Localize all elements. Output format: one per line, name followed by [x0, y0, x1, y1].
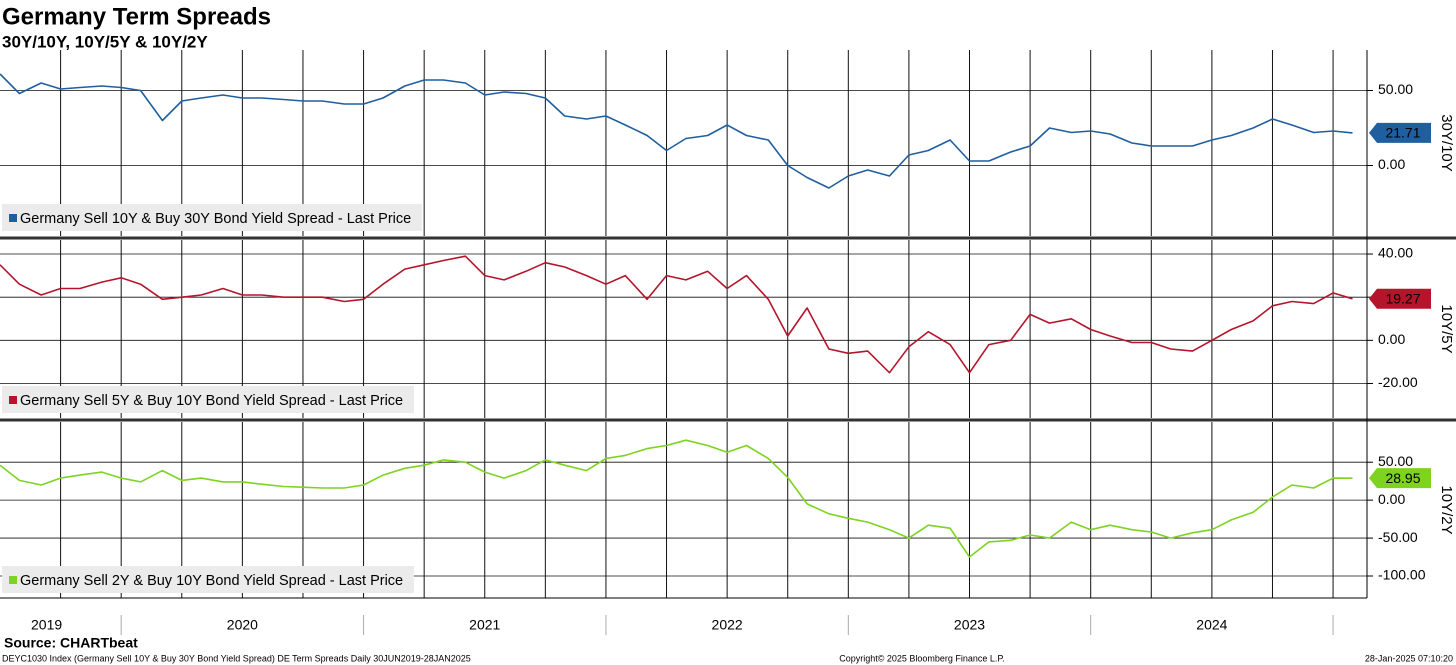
x-tick-label: 2019	[31, 617, 62, 633]
x-tick-label: 2024	[1196, 617, 1227, 633]
series-line	[0, 73, 1353, 189]
y-axis-title: 30Y/10Y	[1438, 114, 1455, 172]
legend-label: Germany Sell 10Y & Buy 30Y Bond Yield Sp…	[20, 211, 411, 227]
series-line	[0, 255, 1353, 374]
chart-subtitle: 30Y/10Y, 10Y/5Y & 10Y/2Y	[2, 32, 208, 51]
last-value-flag	[1369, 122, 1431, 143]
y-axis-title: 10Y/5Y	[1438, 304, 1455, 353]
x-tick-label: 2021	[469, 617, 500, 633]
last-value-label: 28.95	[1385, 470, 1420, 486]
legend-label: Germany Sell 5Y & Buy 10Y Bond Yield Spr…	[20, 393, 403, 409]
last-value-label: 21.71	[1385, 125, 1420, 141]
x-tick-label: 2020	[227, 617, 258, 633]
legend-background	[2, 566, 414, 593]
series-line	[0, 439, 1353, 558]
source: Source: CHARTbeat	[4, 635, 138, 651]
y-tick-label: -50.00	[1378, 529, 1418, 545]
y-axis-title: 10Y/2Y	[1438, 485, 1455, 534]
copyright: Copyright© 2025 Bloomberg Finance L.P.	[839, 653, 1005, 663]
y-tick-label: -100.00	[1378, 567, 1426, 583]
legend-background	[2, 204, 422, 231]
chart-title: Germany Term Spreads	[2, 3, 271, 30]
legend-swatch	[9, 576, 17, 584]
y-tick-label: 0.00	[1378, 156, 1405, 172]
legend-swatch	[9, 396, 17, 404]
legend-background	[2, 386, 414, 413]
y-tick-label: 50.00	[1378, 81, 1413, 97]
last-value-flag	[1369, 288, 1431, 309]
last-value-label: 19.27	[1385, 290, 1420, 306]
legend-swatch	[9, 214, 17, 222]
y-tick-label: -20.00	[1378, 374, 1418, 390]
x-tick-label: 2023	[954, 617, 985, 633]
y-tick-label: 0.00	[1378, 491, 1405, 507]
y-tick-label: 40.00	[1378, 245, 1413, 261]
timestamp: 28-Jan-2025 07:10:20	[1365, 653, 1453, 663]
footer-description: DEYC1030 Index (Germany Sell 10Y & Buy 3…	[2, 653, 471, 663]
x-tick-label: 2022	[712, 617, 743, 633]
legend-label: Germany Sell 2Y & Buy 10Y Bond Yield Spr…	[20, 573, 403, 589]
last-value-flag	[1369, 468, 1431, 489]
y-tick-label: 50.00	[1378, 453, 1413, 469]
y-tick-label: 0.00	[1378, 331, 1405, 347]
